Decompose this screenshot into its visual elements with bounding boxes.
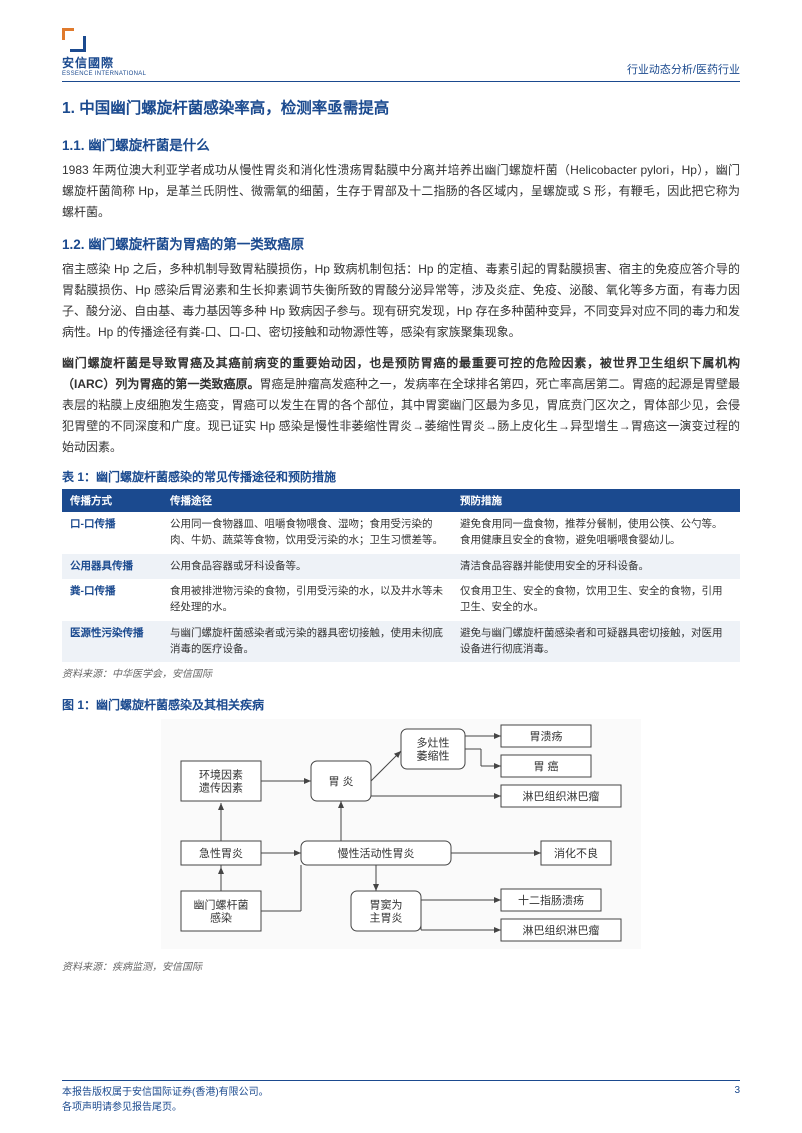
table-header: 传播方式	[62, 489, 162, 512]
table-cell: 公用同一食物器皿、咀嚼食物喂食、湿吻；食用受污染的肉、牛奶、蔬菜等食物，饮用受污…	[162, 512, 452, 554]
table-row: 粪-口传播食用被排泄物污染的食物，引用受污染的水，以及井水等未经处理的水。仅食用…	[62, 579, 740, 621]
table-cell: 清洁食品容器并能使用安全的牙科设备。	[452, 554, 740, 580]
figure-1-title: 图 1：幽门螺旋杆菌感染及其相关疾病	[62, 696, 740, 713]
svg-text:遗传因素: 遗传因素	[199, 781, 243, 795]
table-1-title: 表 1：幽门螺旋杆菌感染的常见传播途径和预防措施	[62, 468, 740, 485]
svg-text:消化不良: 消化不良	[554, 846, 598, 860]
svg-text:急性胃炎: 急性胃炎	[199, 846, 243, 860]
svg-text:淋巴组织淋巴瘤: 淋巴组织淋巴瘤	[523, 789, 600, 803]
logo-text-cn: 安信國際	[62, 54, 114, 71]
table-cell: 口-口传播	[62, 512, 162, 554]
svg-text:十二指肠溃疡: 十二指肠溃疡	[518, 893, 584, 907]
svg-text:多灶性: 多灶性	[417, 736, 450, 750]
svg-text:淋巴组织淋巴瘤: 淋巴组织淋巴瘤	[523, 923, 600, 937]
figure-1-diagram: 环境因素遗传因素急性胃炎幽门螺杆菌感染 胃 炎 多灶性萎缩性慢性活动性胃炎胃窦为主胃…	[161, 719, 641, 954]
svg-text:胃窦为: 胃窦为	[370, 899, 403, 912]
svg-text:萎缩性: 萎缩性	[417, 749, 450, 763]
svg-text:胃 炎: 胃 炎	[328, 775, 353, 788]
table-cell: 与幽门螺旋杆菌感染者或污染的器具密切接触，使用未彻底消毒的医疗设备。	[162, 621, 452, 663]
logo: 安信國際 ESSENCE INTERNATIONAL	[62, 28, 146, 77]
table-cell: 避免食用同一盘食物，推荐分餐制，使用公筷、公勺等。食用健康且安全的食物，避免咀嚼…	[452, 512, 740, 554]
logo-icon	[62, 28, 86, 52]
section-1-2-body-1: 宿主感染 Hp 之后，多种机制导致胃粘膜损伤，Hp 致病机制包括：Hp 的定植、…	[62, 259, 740, 343]
table-header: 传播途径	[162, 489, 452, 512]
table-cell: 公用食品容器或牙科设备等。	[162, 554, 452, 580]
svg-text:胃溃疡: 胃溃疡	[530, 729, 563, 743]
table-cell: 医源性污染传播	[62, 621, 162, 663]
table-cell: 避免与幽门螺旋杆菌感染者和可疑器具密切接触，对医用设备进行彻底消毒。	[452, 621, 740, 663]
section-1-2-title: 1.2. 幽门螺旋杆菌为胃癌的第一类致癌原	[62, 233, 740, 253]
svg-text:胃 癌: 胃 癌	[533, 759, 558, 773]
section-1-title: 1. 中国幽门螺旋杆菌感染率高，检测率亟需提高	[62, 96, 740, 118]
table-header: 预防措施	[452, 489, 740, 512]
table-row: 医源性污染传播与幽门螺旋杆菌感染者或污染的器具密切接触，使用未彻底消毒的医疗设备…	[62, 621, 740, 663]
table-cell: 公用器具传播	[62, 554, 162, 580]
footer-page-number: 3	[734, 1085, 740, 1115]
page-header: 安信國際 ESSENCE INTERNATIONAL 行业动态分析/医药行业	[62, 28, 740, 82]
table-cell: 仅食用卫生、安全的食物，饮用卫生、安全的食物，引用卫生、安全的水。	[452, 579, 740, 621]
section-1-1-title: 1.1. 幽门螺旋杆菌是什么	[62, 134, 740, 154]
table-1: 传播方式传播途径预防措施 口-口传播公用同一食物器皿、咀嚼食物喂食、湿吻；食用受…	[62, 489, 740, 662]
table-row: 公用器具传播公用食品容器或牙科设备等。清洁食品容器并能使用安全的牙科设备。	[62, 554, 740, 580]
section-1-2-body-2: 幽门螺旋杆菌是导致胃癌及其癌前病变的重要始动因，也是预防胃癌的最重要可控的危险因…	[62, 353, 740, 458]
table-row: 口-口传播公用同一食物器皿、咀嚼食物喂食、湿吻；食用受污染的肉、牛奶、蔬菜等食物…	[62, 512, 740, 554]
table-cell: 粪-口传播	[62, 579, 162, 621]
table-cell: 食用被排泄物污染的食物，引用受污染的水，以及井水等未经处理的水。	[162, 579, 452, 621]
footer-disclaimer: 各项声明请参见报告尾页。	[62, 1100, 269, 1115]
figure-1-source: 资料来源：疾病监测，安信国际	[62, 958, 740, 973]
footer-copyright: 本报告版权属于安信国际证券(香港)有限公司。	[62, 1085, 269, 1100]
svg-text:幽门螺杆菌: 幽门螺杆菌	[194, 898, 249, 912]
table-1-source: 资料来源：中华医学会，安信国际	[62, 665, 740, 680]
page-footer: 本报告版权属于安信国际证券(香港)有限公司。 各项声明请参见报告尾页。 3	[62, 1080, 740, 1115]
section-1-1-body: 1983 年两位澳大利亚学者成功从慢性胃炎和消化性溃疡胃黏膜中分离并培养出幽门螺…	[62, 160, 740, 223]
svg-text:主胃炎: 主胃炎	[370, 912, 403, 925]
header-category: 行业动态分析/医药行业	[627, 61, 740, 77]
logo-text-en: ESSENCE INTERNATIONAL	[62, 71, 146, 77]
svg-text:感染: 感染	[210, 911, 232, 925]
svg-text:环境因素: 环境因素	[199, 768, 243, 782]
svg-text:慢性活动性胃炎: 慢性活动性胃炎	[338, 846, 415, 860]
